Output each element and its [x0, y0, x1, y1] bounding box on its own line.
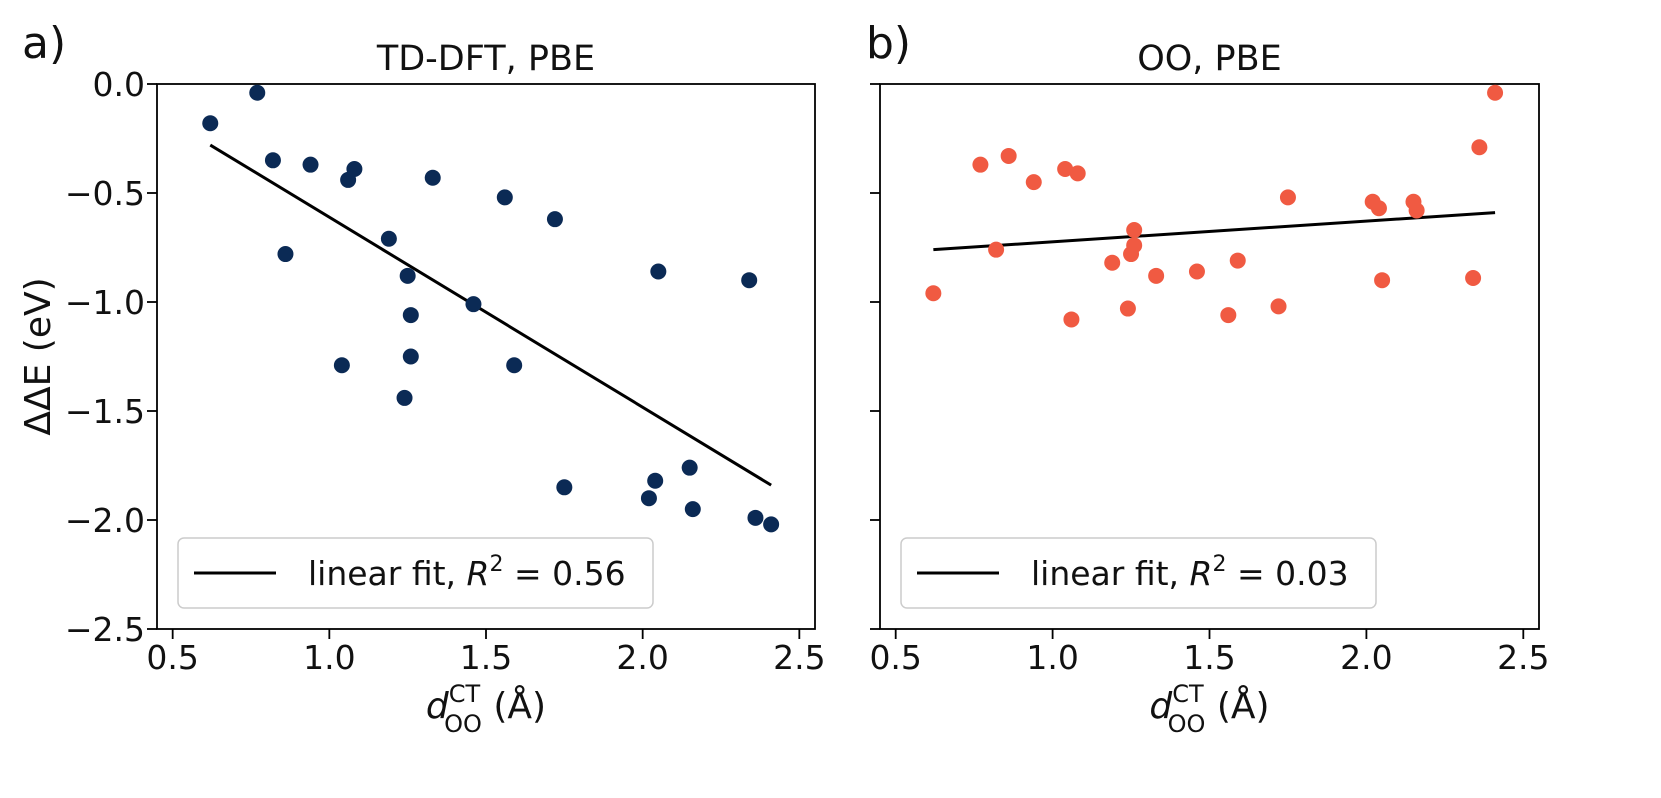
y-tick-label: −1.5 — [65, 392, 145, 431]
data-point — [396, 389, 413, 406]
data-point — [988, 241, 1005, 258]
data-point — [424, 169, 441, 186]
data-point — [741, 272, 758, 289]
data-point — [546, 211, 563, 228]
data-point — [681, 459, 698, 476]
x-tick-label: 1.5 — [460, 638, 512, 677]
x-tick-label: 2.0 — [616, 638, 668, 677]
data-point — [1104, 254, 1121, 271]
x-tick-label: 2.5 — [1497, 638, 1549, 677]
x-tick-label: 2.0 — [1340, 638, 1392, 677]
chart-title: OO, PBE — [1137, 39, 1282, 79]
data-point — [1025, 174, 1042, 191]
x-tick-label: 1.0 — [1026, 638, 1078, 677]
data-point — [264, 152, 281, 169]
data-point — [333, 357, 350, 374]
data-point — [1279, 189, 1296, 206]
data-point — [1465, 270, 1482, 287]
data-point — [556, 479, 573, 496]
data-point — [1471, 139, 1488, 156]
legend-label: linear fit, R2 = 0.03 — [1031, 552, 1349, 593]
data-point — [1229, 252, 1246, 269]
data-point — [496, 189, 513, 206]
data-point — [202, 115, 219, 132]
x-tick-label: 1.0 — [303, 638, 355, 677]
data-point — [763, 516, 780, 533]
y-tick-label: 0.0 — [93, 65, 145, 104]
data-point — [647, 472, 664, 489]
legend-box — [900, 537, 1377, 609]
data-point — [302, 156, 319, 173]
data-point — [1188, 263, 1205, 280]
data-point — [1220, 307, 1237, 324]
legend-label: linear fit, R2 = 0.56 — [308, 552, 626, 593]
data-point — [506, 357, 523, 374]
x-axis-label: dCT OO (Å) — [1149, 680, 1269, 738]
data-point — [346, 161, 363, 178]
data-point — [684, 501, 701, 518]
data-point — [465, 296, 482, 313]
panel-b: b) OO, PBE 0.5 1.0 1.5 2.0 2.5 dCT OO (Å) linear … — [866, 18, 1550, 738]
data-point — [1057, 161, 1074, 178]
data-point — [972, 156, 989, 173]
data-point — [1487, 84, 1504, 101]
fit-line — [209, 143, 772, 487]
data-point — [1069, 165, 1086, 182]
panel-a: a) TD-DFT, PBE 0.5 1.0 1.5 2.0 2.5 0.0 −0.5 −1.0 −… — [18, 18, 826, 738]
data-point — [399, 267, 416, 284]
data-point — [380, 230, 397, 247]
y-tick-label: −1.0 — [65, 283, 145, 322]
data-point — [1063, 311, 1080, 328]
y-tick-label: −2.5 — [65, 610, 145, 649]
legend-box — [177, 537, 654, 609]
data-point — [402, 307, 419, 324]
data-point — [402, 348, 419, 365]
data-point — [1270, 298, 1287, 315]
data-point — [1000, 147, 1017, 164]
data-point — [925, 285, 942, 302]
panel-label: b) — [866, 18, 911, 69]
panel-label: a) — [22, 18, 66, 69]
y-tick-label: −2.0 — [65, 501, 145, 540]
x-tick-label: 2.5 — [773, 638, 825, 677]
x-tick-label: 0.5 — [869, 638, 921, 677]
data-point — [1408, 202, 1425, 219]
data-point — [747, 509, 764, 526]
data-point — [249, 84, 266, 101]
x-tick-label: 0.5 — [146, 638, 198, 677]
data-point — [277, 246, 294, 263]
data-point — [650, 263, 667, 280]
data-point — [1126, 237, 1143, 254]
y-axis-label: ΔΔE (eV) — [18, 277, 59, 435]
y-tick-label: −0.5 — [65, 174, 145, 213]
data-point — [640, 490, 657, 507]
data-point — [1370, 200, 1387, 217]
data-point — [1374, 272, 1391, 289]
data-point — [1119, 300, 1136, 317]
fit-line — [933, 211, 1496, 252]
data-point — [1126, 222, 1143, 239]
chart-title: TD-DFT, PBE — [376, 39, 595, 79]
data-point — [1148, 267, 1165, 284]
x-tick-label: 1.5 — [1183, 638, 1235, 677]
x-axis-label: dCT OO (Å) — [426, 680, 546, 738]
